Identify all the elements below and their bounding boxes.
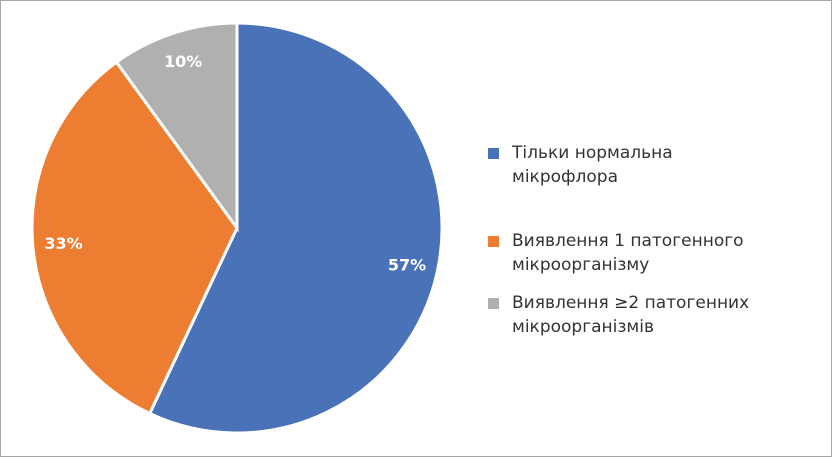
legend-swatch: [488, 298, 499, 309]
slice-label: 57%: [388, 256, 426, 275]
legend-label: Виявлення ≥2 патогенних мікроорганізмів: [512, 293, 750, 337]
slice-label: 10%: [164, 52, 202, 71]
legend-swatch: [488, 236, 499, 247]
pie-slice: [114, 21, 239, 233]
pie-slice: [147, 21, 444, 435]
legend-label: Тільки нормальна мікрофлора: [512, 143, 673, 187]
legend: Тільки нормальна мікрофлора Виявлення 1 п…: [484, 141, 784, 339]
pie-slice: [30, 60, 239, 416]
legend-label: Виявлення 1 патогенного мікроорганізму: [512, 231, 744, 275]
legend-item: Виявлення 1 патогенного мікроорганізму: [484, 229, 774, 277]
legend-item: Виявлення ≥2 патогенних мікроорганізмів: [484, 291, 774, 339]
legend-item: Тільки нормальна мікрофлора: [484, 141, 774, 189]
legend-swatch: [488, 148, 499, 159]
slice-label: 33%: [44, 234, 82, 253]
